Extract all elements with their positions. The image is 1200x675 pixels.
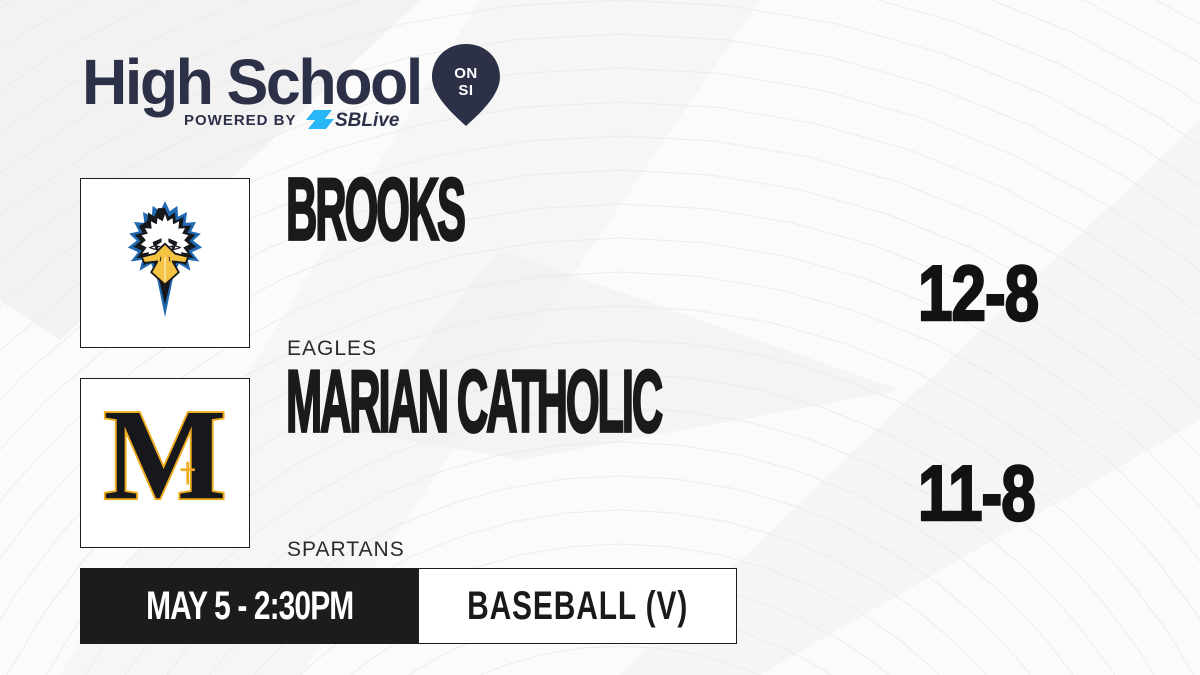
svg-text:SI: SI	[458, 82, 473, 99]
svg-text:M: M	[104, 383, 227, 527]
svg-text:ON: ON	[454, 65, 478, 82]
svg-text:SBLive: SBLive	[335, 110, 400, 131]
